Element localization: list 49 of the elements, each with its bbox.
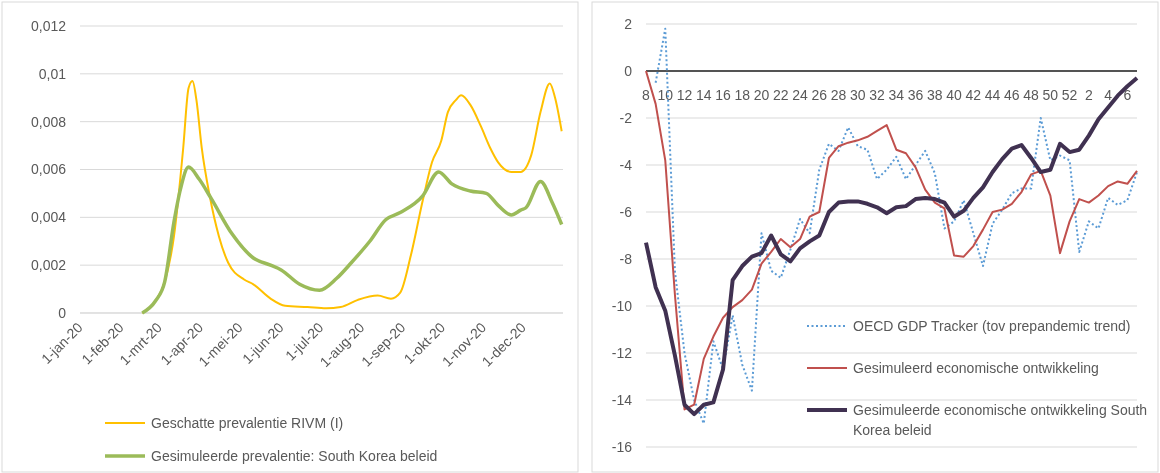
x-tick-label: 38	[927, 86, 943, 103]
x-tick-label: 46	[1004, 86, 1020, 103]
y-tick-label: -6	[619, 203, 633, 220]
y-tick-label: -10	[611, 297, 633, 314]
x-tick-label: 10	[657, 86, 674, 103]
x-tick-label: 2	[1084, 86, 1093, 103]
x-tick-label: 52	[1061, 86, 1078, 103]
x-tick-label: 32	[869, 86, 886, 103]
x-tick-label: 36	[907, 86, 924, 103]
y-tick-label: -12	[611, 344, 633, 361]
x-tick-label: 4	[1104, 86, 1113, 103]
y-tick-label: 0	[58, 304, 67, 321]
x-tick-label: 30	[850, 86, 866, 103]
legend-label: Gesimuleerde prevalentie: South Korea beleid	[151, 447, 438, 464]
y-tick-label: -4	[619, 156, 633, 173]
x-tick-label: 40	[946, 86, 963, 103]
y-tick-label: -2	[619, 109, 633, 126]
y-tick-label: 0	[624, 62, 633, 79]
y-tick-label: -14	[611, 391, 633, 408]
x-tick-label: 8	[642, 86, 651, 103]
y-tick-label: -16	[611, 438, 633, 455]
x-tick-label: 12	[676, 86, 693, 103]
legend-label: Gesimuleerde economische ontwikkeling South Korea beleid	[853, 401, 1148, 438]
x-tick-label: 22	[773, 86, 789, 103]
x-tick-label: 24	[792, 86, 809, 103]
y-tick-label: 0,004	[30, 209, 67, 226]
line-series	[140, 165, 564, 315]
legend-label: Gesimuleerd economische ontwikkeling	[853, 359, 1099, 376]
y-tick-label: -8	[619, 250, 633, 267]
x-tick-label: 34	[888, 86, 905, 103]
legend-label: Geschatte prevalentie RIVM (I)	[151, 414, 344, 431]
y-tick-label: 0,008	[30, 113, 67, 130]
y-tick-label: 0,012	[30, 17, 67, 34]
x-tick-label: 14	[695, 86, 712, 103]
x-tick-label: 6	[1123, 86, 1132, 103]
x-tick-label: 28	[830, 86, 847, 103]
y-tick-label: 0,006	[30, 161, 67, 178]
x-tick-label: 50	[1042, 86, 1059, 103]
x-tick-label: 26	[811, 86, 828, 103]
y-tick-label: 2	[624, 15, 633, 32]
x-tick-label: 20	[753, 86, 770, 103]
y-tick-label: 0,002	[30, 257, 67, 274]
x-tick-label: 42	[965, 86, 982, 103]
y-tick-label: 0,01	[38, 65, 67, 82]
legend-label: OECD GDP Tracker (tov prepandemic trend)	[853, 317, 1131, 334]
x-tick-label: 18	[734, 86, 751, 103]
x-tick-label: 16	[715, 86, 732, 103]
x-tick-label: 48	[1023, 86, 1040, 103]
x-tick-label: 44	[984, 86, 1001, 103]
